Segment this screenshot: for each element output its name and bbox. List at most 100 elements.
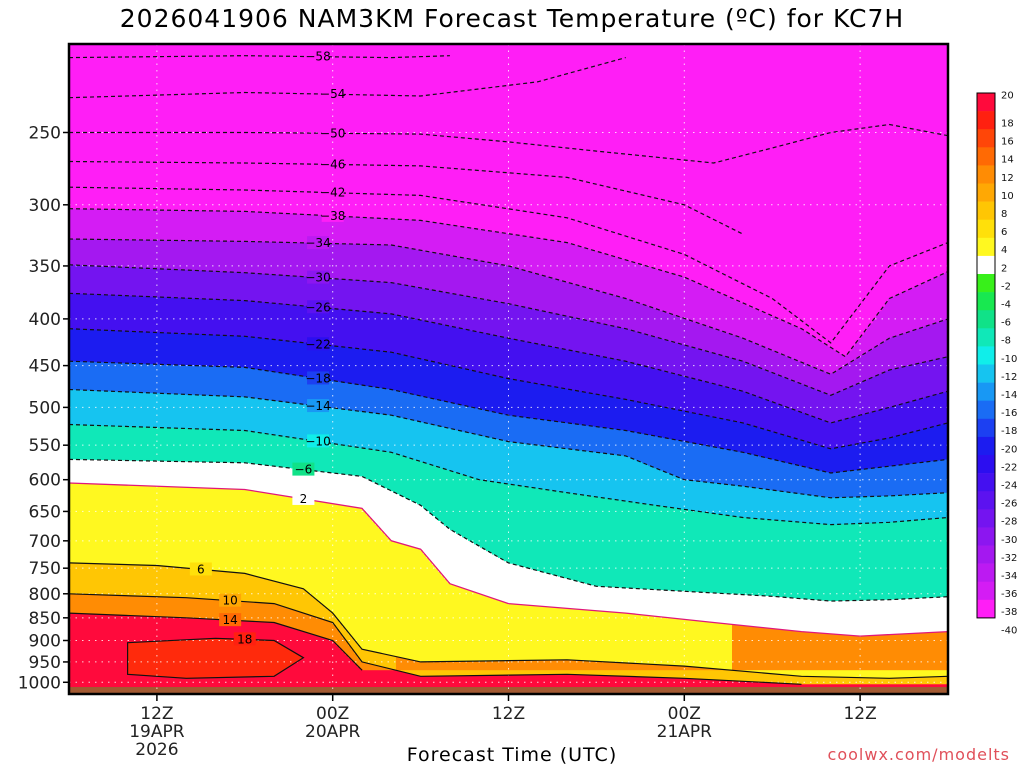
temperature-band: [747, 486, 751, 519]
temperature-band: [120, 267, 124, 297]
temperature-band: [588, 321, 592, 355]
temperature-band: [78, 239, 82, 266]
temperature-band: [345, 44, 349, 58]
temperature-band: [822, 57, 826, 136]
temperature-band: [180, 269, 184, 299]
temperature-band: [246, 44, 250, 57]
temperature-band: [105, 239, 109, 268]
temperature-band: [288, 468, 292, 498]
temperature-band: [663, 200, 667, 250]
temperature-band: [666, 670, 670, 679]
temperature-band: [501, 660, 505, 671]
temperature-band: [663, 437, 667, 473]
temperature-band: [621, 55, 625, 60]
temperature-band: [660, 55, 664, 59]
temperature-band: [174, 269, 178, 299]
temperature-band: [375, 194, 379, 219]
temperature-band: [567, 243, 571, 284]
temperature-band: [480, 44, 484, 57]
temperature-band: [573, 670, 577, 676]
temperature-band: [588, 393, 592, 427]
temperature-band: [348, 474, 352, 508]
temperature-band: [849, 497, 853, 525]
temperature-band: [543, 214, 547, 240]
temperature-band: [792, 57, 796, 144]
temperature-band: [534, 418, 538, 446]
temperature-band: [756, 488, 760, 520]
temperature-band: [234, 430, 238, 464]
temperature-band: [402, 95, 406, 135]
temperature-band: [648, 243, 652, 268]
temperature-band: [225, 162, 229, 191]
temperature-band: [720, 294, 724, 332]
temperature-band: [219, 571, 223, 601]
temperature-band: [114, 595, 118, 616]
temperature-band: [597, 394, 601, 428]
temperature-band: [231, 396, 235, 431]
temperature-band: [684, 591, 688, 621]
temperature-band: [687, 670, 691, 680]
temperature-band: [273, 466, 277, 495]
temperature-band: [747, 154, 751, 235]
temperature-band: [471, 297, 475, 332]
temperature-band: [555, 674, 559, 694]
temperature-band: [360, 164, 364, 195]
temperature-band: [153, 332, 157, 365]
temperature-band: [474, 434, 478, 480]
temperature-band: [474, 260, 478, 299]
temperature-band: [300, 630, 304, 694]
temperature-band: [831, 497, 835, 526]
temperature-band: [192, 162, 196, 190]
temperature-band: [144, 240, 148, 269]
temperature-band: [837, 392, 841, 422]
temperature-band: [816, 57, 820, 137]
temperature-band: [96, 329, 100, 363]
temperature-band: [144, 188, 148, 211]
temperature-band: [312, 56, 316, 95]
temperature-band: [324, 407, 328, 444]
temperature-band: [408, 317, 412, 357]
temperature-band: [174, 94, 178, 134]
temperature-band: [594, 452, 598, 498]
temperature-band: [195, 162, 199, 190]
temperature-band: [813, 523, 817, 601]
temperature-band: [510, 379, 514, 417]
temperature-band: [675, 374, 679, 411]
temperature-band: [663, 590, 667, 618]
temperature-band: [531, 660, 535, 671]
temperature-band: [624, 361, 628, 400]
temperature-band: [261, 92, 265, 134]
temperature-band: [600, 323, 604, 358]
temperature-band: [495, 412, 499, 440]
temperature-band: [447, 470, 451, 529]
temperature-band: [132, 56, 136, 97]
temperature-band: [705, 415, 709, 447]
temperature-band: [594, 394, 598, 428]
temperature-band: [708, 482, 712, 514]
temperature-band: [297, 163, 301, 193]
temperature-band: [354, 663, 358, 694]
temperature-band: [399, 495, 403, 545]
temperature-band: [489, 171, 493, 207]
temperature-band: [687, 44, 691, 57]
temperature-band: [831, 44, 835, 57]
temperature-band: [207, 240, 211, 272]
temperature-band: [732, 388, 736, 422]
temperature-band: [243, 430, 247, 464]
temperature-band: [282, 436, 286, 468]
temperature-band: [171, 162, 175, 190]
temperature-band: [741, 452, 745, 487]
temperature-band: [834, 393, 838, 423]
temperature-band: [648, 435, 652, 467]
temperature-band: [687, 206, 691, 258]
temperature-band: [69, 57, 73, 99]
temperature-band: [150, 296, 154, 333]
temperature-band: [489, 481, 493, 554]
temperature-band: [396, 454, 400, 495]
temperature-band: [564, 448, 568, 494]
temperature-band: [672, 57, 676, 160]
temperature-band: [375, 218, 379, 246]
temperature-band: [630, 501, 634, 589]
temperature-band: [438, 223, 442, 255]
temperature-band: [411, 44, 415, 58]
